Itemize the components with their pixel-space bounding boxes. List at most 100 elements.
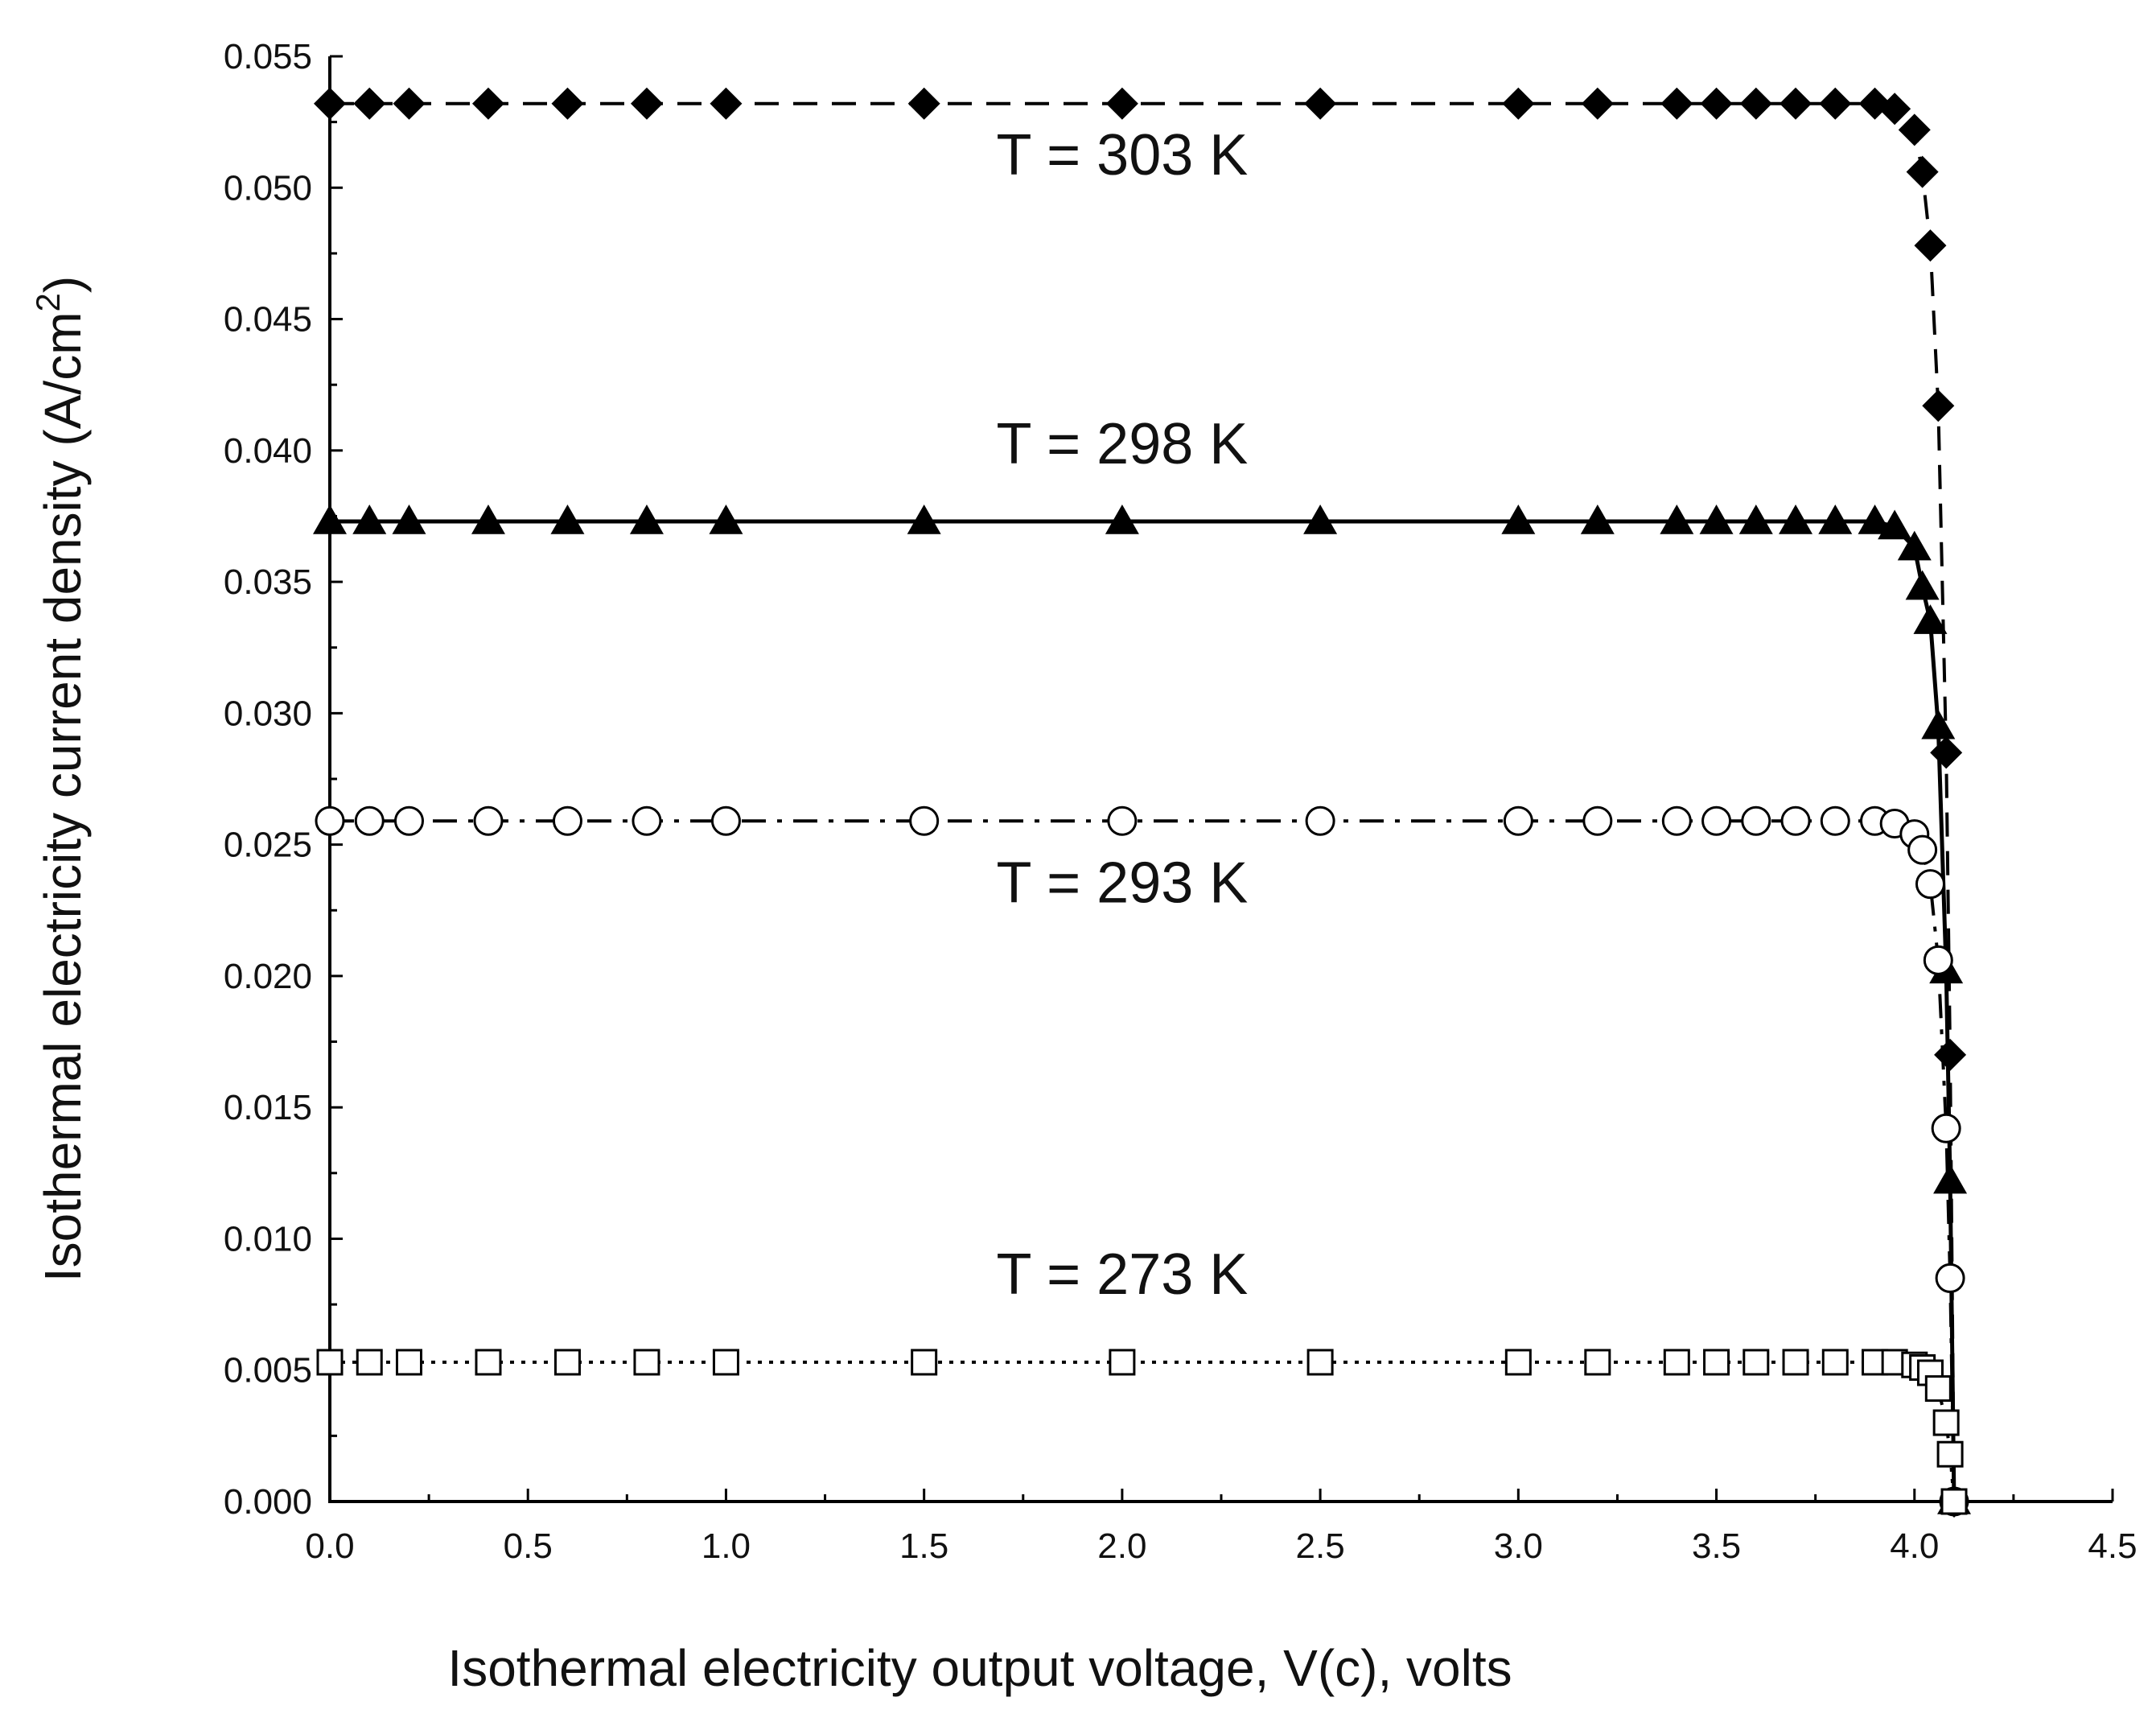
- data-point-triangle-filled: [1897, 530, 1932, 561]
- data-point-square-open: [633, 1349, 660, 1376]
- data-point-circle-open: [552, 805, 582, 836]
- data-point-circle-open: [1923, 945, 1953, 975]
- data-point-square-open: [1703, 1349, 1730, 1376]
- y-tick-label: 0.000: [224, 1482, 312, 1522]
- y-tick-label: 0.050: [224, 168, 312, 208]
- y-tick-label: 0.005: [224, 1351, 312, 1390]
- data-point-square-open: [316, 1349, 344, 1376]
- data-point-diamond-filled: [1878, 93, 1911, 126]
- data-point-triangle-filled: [1913, 604, 1948, 634]
- data-point-circle-open: [1582, 805, 1613, 836]
- data-point-triangle-filled: [1303, 504, 1338, 534]
- data-point-triangle-filled: [1699, 504, 1734, 534]
- series-annotation: T = 298 K: [996, 412, 1248, 476]
- data-point-circle-open: [393, 805, 424, 836]
- data-point-diamond-filled: [1898, 113, 1931, 146]
- data-point-diamond-filled: [1930, 736, 1963, 769]
- data-point-diamond-filled: [1906, 155, 1939, 188]
- x-tick-label: 2.5: [1296, 1526, 1345, 1566]
- y-tick-label: 0.040: [224, 431, 312, 471]
- y-axis-title: Isothermal electricity current density (…: [29, 276, 92, 1282]
- data-point-square-open: [553, 1349, 581, 1376]
- data-point-circle-open: [1661, 805, 1692, 836]
- y-axis-title-main: Isothermal electricity current density (…: [34, 311, 92, 1282]
- data-point-diamond-filled: [630, 87, 663, 120]
- data-point-diamond-filled: [1581, 87, 1614, 120]
- data-point-diamond-filled: [1819, 87, 1852, 120]
- data-point-square-open: [1306, 1349, 1334, 1376]
- data-point-diamond-filled: [471, 87, 504, 120]
- x-tick-label: 0.5: [504, 1526, 553, 1566]
- data-point-triangle-filled: [709, 504, 743, 534]
- data-point-diamond-filled: [1739, 87, 1772, 120]
- data-point-circle-open: [1820, 805, 1850, 836]
- data-point-square-open: [1504, 1349, 1532, 1376]
- y-tick-label: 0.010: [224, 1219, 312, 1259]
- x-axis-title: Isothermal electricity output voltage, V…: [447, 1639, 1512, 1697]
- x-tick-label: 2.0: [1097, 1526, 1146, 1566]
- data-point-square-open: [1936, 1440, 1964, 1468]
- data-point-square-open: [1924, 1375, 1952, 1403]
- series-annotation: T = 303 K: [996, 123, 1248, 187]
- data-point-triangle-filled: [1660, 504, 1694, 534]
- data-point-square-open: [1932, 1409, 1960, 1436]
- data-point-triangle-filled: [1905, 570, 1940, 600]
- y-tick-label: 0.030: [224, 694, 312, 733]
- data-point-circle-open: [473, 805, 504, 836]
- data-point-circle-open: [1780, 805, 1811, 836]
- data-point-diamond-filled: [1660, 87, 1693, 120]
- data-point-circle-open: [1915, 869, 1945, 900]
- data-point-diamond-filled: [1922, 389, 1955, 422]
- x-tick-label: 1.5: [899, 1526, 948, 1566]
- data-point-diamond-filled: [1934, 1038, 1967, 1071]
- data-point-triangle-filled: [1105, 504, 1139, 534]
- data-point-circle-open: [1907, 834, 1938, 865]
- data-point-triangle-filled: [550, 504, 585, 534]
- data-point-circle-open: [354, 805, 385, 836]
- y-tick-label: 0.020: [224, 957, 312, 996]
- x-tick-label: 1.0: [702, 1526, 751, 1566]
- data-point-square-open: [911, 1349, 938, 1376]
- data-point-triangle-filled: [1738, 504, 1773, 534]
- y-tick-label: 0.015: [224, 1088, 312, 1127]
- data-point-circle-open: [632, 805, 662, 836]
- x-ticks: 0.0 0.5 1.0 1.5 2.0 2.5 3.0 3.5 4.0 4.5: [305, 1489, 2137, 1566]
- data-point-circle-open: [1931, 1113, 1961, 1143]
- series-annotation: T = 273 K: [996, 1242, 1248, 1307]
- data-point-square-open: [395, 1349, 422, 1376]
- y-tick-label: 0.055: [224, 37, 312, 76]
- annotations: T = 303 K T = 298 K T = 293 K T = 273 K: [996, 123, 1248, 1307]
- data-point-circle-open: [1935, 1263, 1965, 1293]
- y-axis-title-superscript: 2: [29, 293, 67, 311]
- data-point-circle-open: [1701, 805, 1732, 836]
- y-tick-label: 0.045: [224, 300, 312, 340]
- data-point-diamond-filled: [353, 87, 386, 120]
- data-point-circle-open: [909, 805, 940, 836]
- data-point-diamond-filled: [1304, 87, 1337, 120]
- data-point-square-open: [712, 1349, 739, 1376]
- data-point-triangle-filled: [907, 504, 941, 534]
- data-point-circle-open: [1741, 805, 1771, 836]
- x-tick-label: 3.0: [1494, 1526, 1543, 1566]
- data-point-triangle-filled: [313, 504, 347, 534]
- data-point-triangle-filled: [1858, 504, 1892, 534]
- data-point-triangle-filled: [352, 504, 387, 534]
- data-point-circle-open: [1503, 805, 1533, 836]
- x-tick-label: 4.0: [1890, 1526, 1939, 1566]
- y-ticks: 0.000 0.005 0.010 0.015 0.020 0.025 0.030 0.035…: [224, 37, 343, 1522]
- data-point-circle-open: [1305, 805, 1335, 836]
- data-point-triangle-filled: [1921, 709, 1956, 739]
- x-tick-label: 4.5: [2088, 1526, 2137, 1566]
- y-tick-label: 0.025: [224, 826, 312, 865]
- data-point-square-open: [1821, 1349, 1849, 1376]
- data-point-diamond-filled: [1502, 87, 1535, 120]
- data-point-square-open: [475, 1349, 502, 1376]
- data-point-square-open: [1940, 1488, 1968, 1515]
- data-point-triangle-filled: [629, 504, 664, 534]
- series-markers: [313, 87, 1972, 1518]
- data-point-square-open: [1584, 1349, 1611, 1376]
- data-point-diamond-filled: [710, 87, 743, 120]
- data-point-square-open: [1782, 1349, 1809, 1376]
- series-annotation: T = 293 K: [996, 851, 1248, 915]
